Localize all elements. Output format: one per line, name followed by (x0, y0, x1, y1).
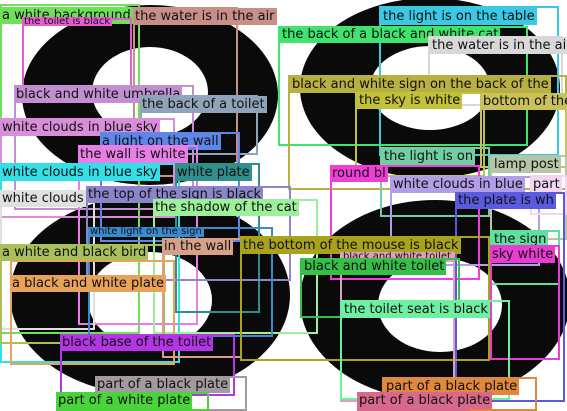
annotation-label: round bl (330, 165, 388, 182)
annotation-label: black and white toilet (302, 258, 447, 275)
annotation-label: the toilet seat is black (342, 301, 490, 318)
annotation-label: white clouds in blue sky (0, 119, 160, 136)
annotation-label: the water is in the air (133, 8, 277, 25)
annotation-label: the light is on (382, 148, 476, 165)
annotation-label: the light is on the table (381, 8, 537, 25)
annotation-label: black and white sign on the back of the (290, 76, 551, 93)
annotation-box (330, 165, 480, 280)
annotation-label: the bottom of the mouse is black (241, 237, 461, 254)
annotation-label: white light on the sign (88, 227, 204, 237)
annotation-label: black base of the toilet (60, 334, 214, 351)
annotation-label: the sign (492, 231, 549, 248)
annotation-label: a black and white plate (10, 275, 166, 292)
annotation-label: the water is in the air (430, 37, 567, 54)
annotation-label: white plate (175, 164, 252, 181)
annotation-label: lamp post (492, 156, 561, 173)
annotation-label: in the wall (162, 238, 234, 255)
annotation-label: the toilet is black (22, 17, 113, 26)
annotation-label: part of a black plate (95, 376, 231, 393)
annotation-label: black and white toilet (341, 252, 453, 262)
annotation-label: part of a white plate (56, 392, 193, 409)
annotation-label: white clouds in blue sky (0, 164, 160, 181)
annotation-label: a white and black bird (0, 244, 149, 261)
annotation-box (10, 260, 175, 365)
annotation-label: white clouds (0, 190, 86, 207)
annotation-label: the shadow of the cat (153, 199, 299, 216)
annotation-label: sky white (490, 246, 556, 263)
annotation-label: white clouds in blue (391, 176, 525, 193)
annotation-label: the wall is white (78, 146, 188, 163)
annotation-label: the top of the sign is black (86, 186, 264, 203)
annotation-label: bottom of the (481, 93, 567, 110)
annotation-label: part of a black plate (384, 378, 520, 395)
annotation-label: the plate is wh (456, 192, 556, 209)
annotation-box (22, 18, 132, 88)
annotation-label: part of a black plate (357, 392, 493, 409)
annotation-label: the back of a toilet (140, 96, 267, 113)
annotation-label: the sky is white (357, 92, 463, 109)
annotation-label: part (531, 176, 562, 193)
